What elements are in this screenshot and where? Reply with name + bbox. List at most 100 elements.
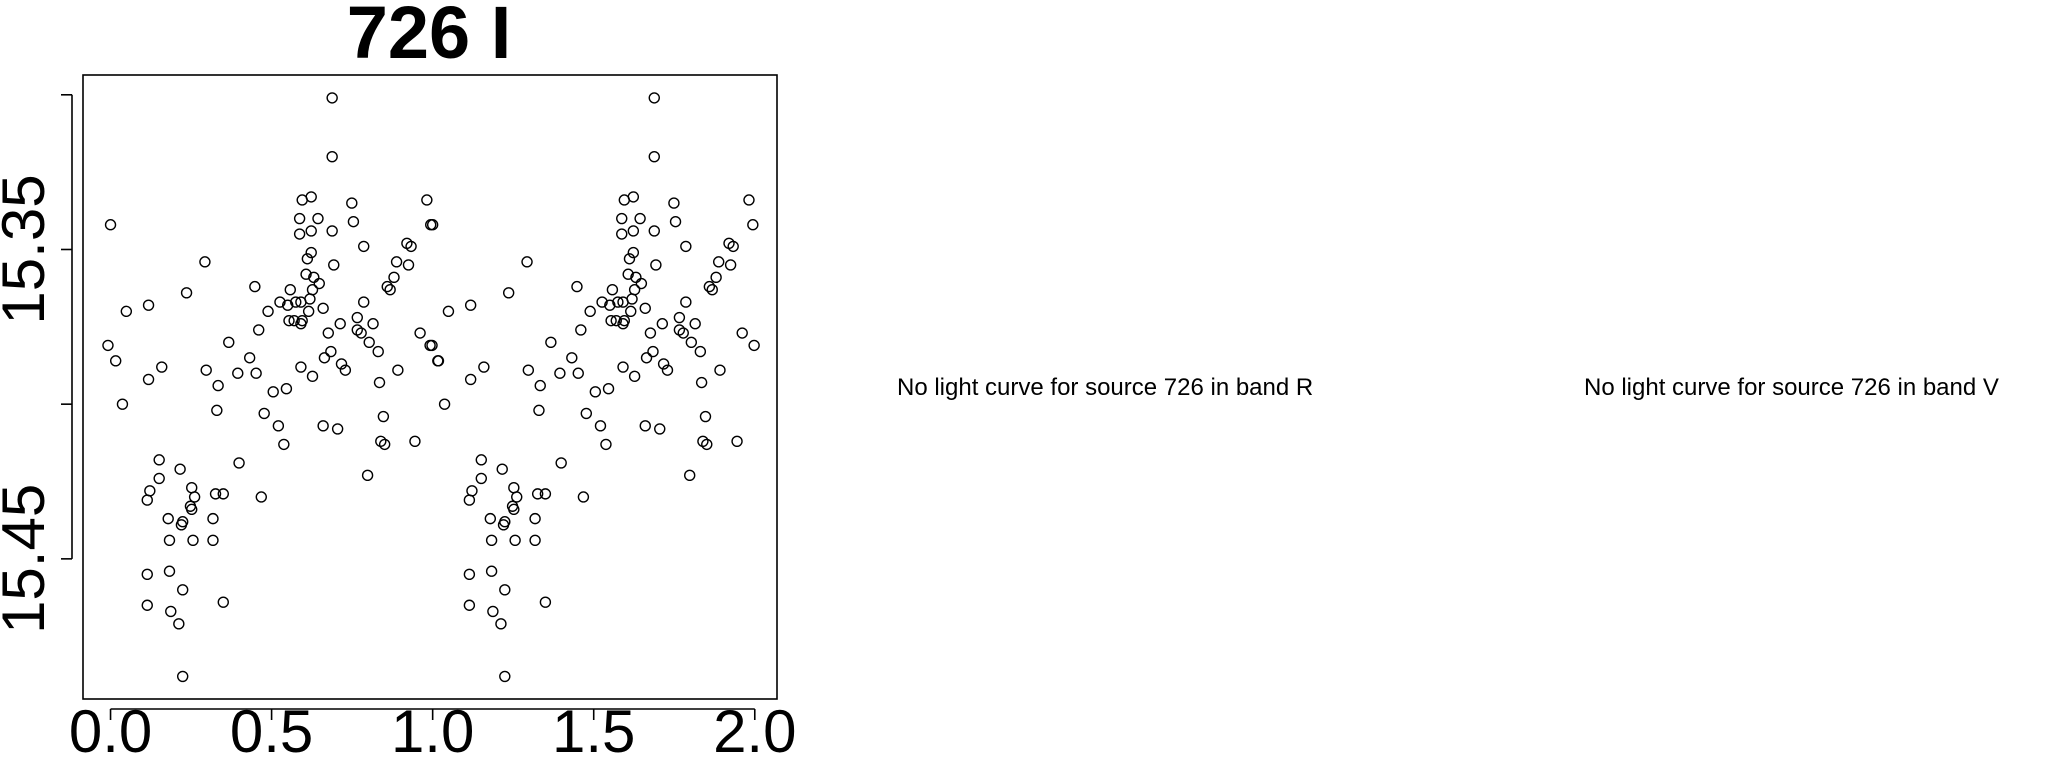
data-point [142,299,155,311]
data-point [724,259,737,271]
data-point [463,599,476,611]
data-point [163,534,176,546]
data-point [511,491,523,503]
data-point [657,358,670,370]
data-point [669,215,682,228]
data-point [163,565,176,577]
data-point [116,398,129,410]
data-point [102,339,114,352]
data-point [306,370,319,383]
data-point [351,311,363,324]
data-point [334,318,346,330]
data-point [572,367,584,379]
y-tick-label: 15.45 [0,484,57,634]
x-tick-label: 1.5 [552,698,635,757]
data-point [280,383,293,395]
data-point [120,305,133,318]
x-tick-label: 0.0 [69,698,152,757]
data-point [200,364,212,376]
data-point [487,605,499,618]
data-point [305,191,317,203]
data-point [186,482,198,494]
data-point [375,435,387,447]
data-point [381,280,393,293]
data-point [680,296,692,308]
data-point [326,150,338,163]
data-point [250,367,262,379]
data-point [378,438,391,451]
data-point [685,336,698,348]
data-point [104,219,117,231]
data-point [432,355,444,367]
data-point [355,327,367,339]
data-point [639,302,651,314]
data-point [302,305,315,318]
data-point [555,457,567,469]
data-point [508,482,520,494]
data-point [466,485,478,497]
data-point [521,256,533,268]
data-point [377,410,390,423]
data-point [622,268,634,280]
data-point [162,512,174,525]
data-point [392,364,404,376]
data-point [318,352,331,364]
data-point [464,373,477,386]
data-point [367,318,379,330]
data-point [326,225,338,237]
data-point [648,92,660,104]
data-point [424,339,436,352]
data-point [499,516,511,528]
data-point [495,618,507,630]
data-point [211,404,223,417]
data-point [414,327,426,339]
data-point [627,225,640,237]
data-point [656,318,669,330]
data-point [217,488,229,500]
data-point [748,339,760,352]
data-point [736,327,748,339]
data-point [712,256,725,268]
data-point [628,370,641,383]
data-point [499,584,511,596]
data-point [485,565,498,577]
data-point [644,327,657,339]
chart-title: 726 I [347,0,512,74]
data-point [274,296,286,308]
data-point [233,457,245,469]
data-point [331,423,344,435]
data-point [141,599,153,611]
data-point [199,256,211,268]
data-point [402,259,415,271]
data-point [347,215,360,228]
data-point [747,219,759,231]
data-point [373,376,386,389]
data-point [605,314,617,327]
data-point [594,420,607,432]
data-point [141,494,153,506]
data-point [694,345,707,358]
data-point [699,410,712,423]
data-point [317,302,329,314]
data-point [673,311,686,324]
data-point [283,314,295,327]
data-point [529,534,541,546]
data-point [623,253,636,265]
data-point [602,383,615,395]
data-point [426,219,439,231]
data-point [165,605,177,618]
data-point [326,92,338,104]
data-point [478,361,490,373]
data-point [701,438,713,451]
data-point [306,284,319,296]
data-point [502,287,515,299]
data-point [295,361,307,373]
data-point [689,318,701,330]
data-point [463,568,476,581]
data-point [438,398,451,410]
data-point [580,407,593,420]
data-point [531,488,544,500]
data-point [301,253,314,265]
data-point [639,420,651,432]
data-point [496,463,508,475]
